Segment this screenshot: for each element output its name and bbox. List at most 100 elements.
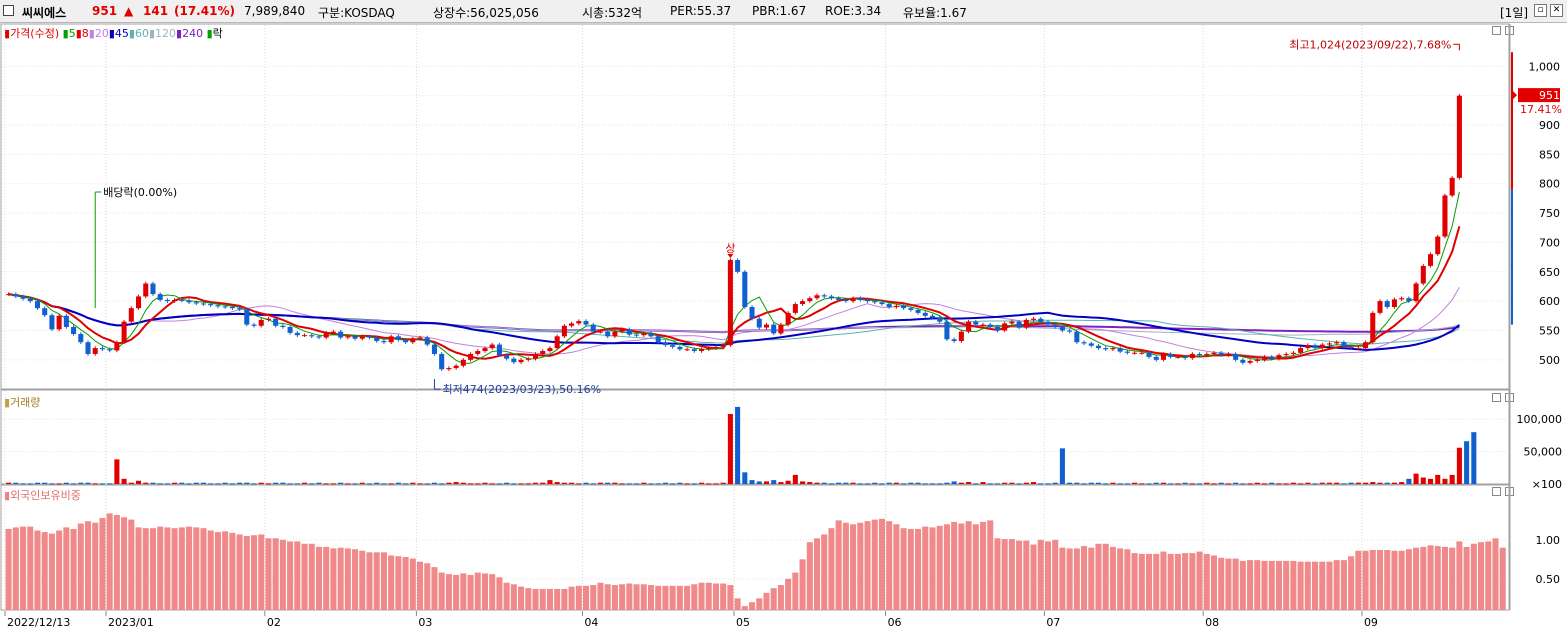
foreign-bar (250, 535, 258, 610)
period-selector[interactable]: [1일] (1500, 6, 1529, 20)
candle (1406, 298, 1412, 302)
candle (1009, 321, 1015, 324)
legend-volume: 거래량 (10, 396, 41, 409)
legend-ma-60: 60 (134, 27, 149, 40)
candle (99, 348, 105, 350)
foreign-bar (135, 527, 142, 610)
candle (208, 304, 214, 306)
foreign-bar (597, 582, 604, 610)
candle (821, 295, 827, 297)
foreign-bar (749, 602, 756, 610)
foreign-bar (554, 588, 561, 610)
foreign-bar (416, 561, 424, 610)
volume-bar (1377, 482, 1383, 484)
volume-bar (294, 483, 300, 485)
volume-bar (612, 482, 618, 484)
volume-bar (735, 406, 741, 484)
volume-bar (482, 482, 488, 484)
reserve-ratio: 유보율:1.67 (903, 6, 967, 20)
volume-bar (944, 482, 950, 484)
foreign-bar (77, 523, 84, 610)
candle (987, 324, 993, 327)
panel-minimize-button[interactable] (1492, 26, 1501, 35)
volume-bar (720, 482, 726, 484)
candle (1023, 319, 1029, 328)
foreign-bar (1456, 541, 1463, 610)
foreign-bar (539, 588, 546, 610)
candle (569, 323, 575, 326)
legend-ma-20: 20 (94, 27, 109, 40)
price-panel-frame (0, 23, 1510, 390)
price-tick-label: 550 (1539, 324, 1560, 337)
stock-chart[interactable]: 500 550 600 650 700 750 800 850 900 1,000 ×100 50,0… (0, 23, 1567, 630)
candle (1088, 343, 1094, 346)
foreign-bar (604, 584, 611, 610)
foreign-bar (424, 563, 431, 610)
foreign-bar (546, 588, 553, 610)
volume-bar (403, 483, 409, 485)
volume-bar (1384, 482, 1390, 484)
foreign-bar (1492, 538, 1499, 610)
foreign-bar (1044, 541, 1052, 610)
foreign-bar (243, 535, 250, 610)
foreign-bar (453, 574, 460, 610)
candle (114, 342, 120, 351)
candle (424, 337, 430, 345)
volume-bar (200, 482, 207, 484)
foreign-bar (70, 528, 77, 610)
select-checkbox[interactable] (3, 5, 14, 16)
panel-minimize-button[interactable] (1492, 393, 1501, 402)
legend-price: 가격(수정) (10, 27, 60, 40)
legend-drop: 락 (212, 27, 223, 40)
volume-tick-label: ×100 (1532, 478, 1562, 491)
foreign-bar (510, 584, 517, 610)
candle (1081, 342, 1087, 344)
volume-bar (258, 482, 264, 484)
volume-bar (1153, 482, 1159, 484)
candle (294, 332, 300, 336)
candle (280, 325, 286, 327)
volume-bar (222, 482, 228, 484)
volume-bar (237, 482, 243, 484)
volume-bar (771, 480, 777, 484)
candle (287, 326, 293, 333)
volume-bar (265, 483, 271, 485)
foreign-bar (301, 543, 308, 610)
foreign-bar (27, 526, 34, 610)
foreign-bar (157, 526, 164, 610)
volume-panel-frame (0, 389, 1510, 485)
close-icon[interactable]: ✕ (1550, 4, 1563, 17)
foreign-bar (785, 578, 792, 610)
candle (410, 338, 416, 343)
candle (742, 271, 748, 307)
volume-bar (107, 483, 113, 485)
panel-minimize-button[interactable] (1492, 487, 1501, 496)
candle (1355, 348, 1361, 350)
foreign-bar (1008, 539, 1015, 610)
volume-bar (922, 483, 928, 485)
candle (56, 315, 62, 330)
volume-bar (1117, 483, 1123, 485)
foreign-bar (561, 588, 568, 610)
volume-bar (244, 482, 250, 484)
settings-button[interactable]: ▫ (1534, 4, 1547, 17)
foreign-bar (633, 584, 640, 610)
foreign-bar (1283, 560, 1290, 610)
current-price-arrow-icon (1513, 91, 1517, 100)
candle (1298, 348, 1304, 353)
foreign-bar (207, 530, 214, 610)
foreign-bar (1131, 553, 1138, 610)
foreign-bar (857, 522, 864, 610)
foreign-bar (1391, 550, 1398, 610)
volume-bar (1391, 482, 1397, 484)
price-change: 141 (143, 4, 169, 18)
candle (901, 305, 907, 309)
upper-limit-arrow-icon (727, 254, 734, 259)
market-type: 구분:KOSDAQ (318, 6, 395, 20)
candle (302, 335, 308, 337)
candle (258, 319, 264, 326)
candle (482, 348, 488, 352)
candle (771, 324, 777, 334)
volume-bar (742, 472, 748, 484)
ma-line-20 (8, 286, 1460, 358)
